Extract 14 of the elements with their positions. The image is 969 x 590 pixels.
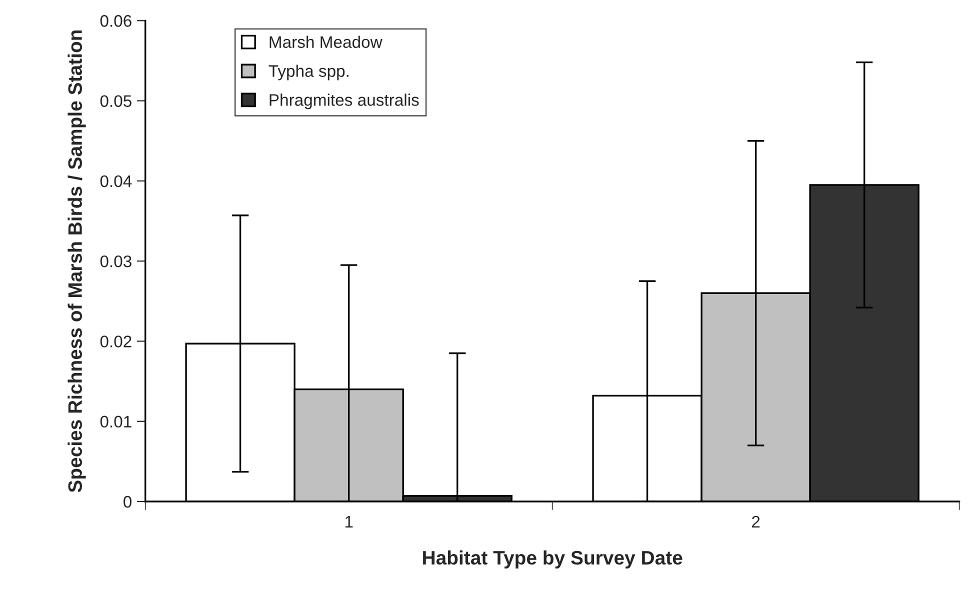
y-tick-label: 0.06 <box>100 15 132 27</box>
x-axis-title: Habitat Type by Survey Date <box>423 550 682 568</box>
legend-label: Phragmites australis <box>270 94 419 110</box>
y-tick-label: 0.05 <box>100 95 132 107</box>
y-tick-label: 0.04 <box>100 175 132 188</box>
y-tick-label: 0 <box>124 496 132 508</box>
y-axis-title: Species Richness of Marsh Birds / Sample Station <box>68 30 86 492</box>
x-tick-label: 1 <box>345 516 353 528</box>
legend-label: Marsh Meadow <box>270 36 382 48</box>
y-tick-label: 0.02 <box>100 336 132 348</box>
legend-label: Typha spp. <box>268 64 348 80</box>
y-tick-label: 0.03 <box>100 255 132 268</box>
x-tick-label: 2 <box>752 516 760 528</box>
y-tick-label: 0.01 <box>100 416 132 428</box>
